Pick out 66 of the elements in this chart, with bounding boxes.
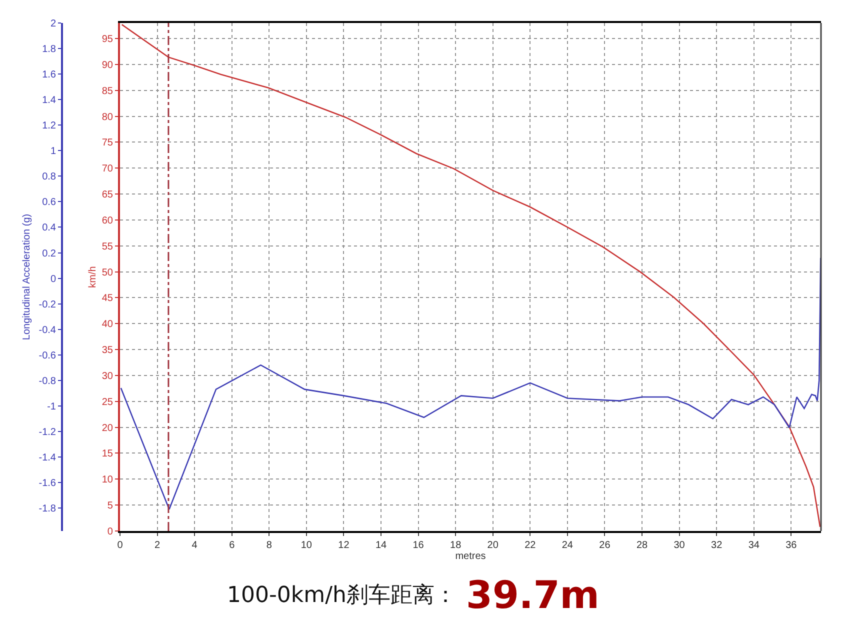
x-tick-label: 18 [450,540,462,551]
y2-tick-label: -1 [47,401,56,412]
y-tick-label: 75 [102,138,114,149]
x-tick-label: 16 [412,540,424,551]
y-tick-label: 40 [102,319,114,330]
x-tick-label: 22 [524,540,536,551]
y-tick-label: 55 [102,241,114,252]
y2-axis-title: Longitudinal Acceleration (g) [21,214,32,340]
y2-tick-label: -0.2 [38,299,56,310]
line-series [120,257,821,510]
y-tick-label: 65 [102,190,114,201]
x-tick-label: 24 [562,540,574,551]
y2-tick-label: 0.8 [42,172,56,183]
y-tick-label: 0 [107,526,114,538]
y-tick-label: 60 [102,215,114,226]
y2-tick-label: -1.6 [38,478,56,489]
y-tick-label: 95 [102,34,114,46]
x-tick-label: 10 [300,540,312,551]
y-tick-label: 50 [102,267,114,278]
x-tick-label: 20 [487,540,499,551]
x-tick-label: 28 [636,540,648,551]
x-tick-label: 4 [192,540,198,551]
y2-tick-label: -1.4 [38,452,56,464]
y-tick-label: 45 [102,293,114,304]
y2-tick-label: -0.6 [38,350,56,362]
y2-tick-label: 0.6 [42,197,56,208]
y2-tick-label: 1.4 [42,95,56,106]
x-tick-label: 6 [229,540,236,551]
y-tick-label: 10 [102,474,114,486]
y2-tick-label: 1.8 [42,44,56,56]
y2-tick-label: -1.8 [38,504,56,515]
y-tick-label: 5 [107,500,114,512]
y-tick-label: 25 [102,396,114,408]
y2-tick-label: 0 [50,274,56,285]
y-tick-label: 90 [102,60,114,71]
y2-tick-label: 2 [50,18,56,30]
y-tick-label: 80 [102,112,114,123]
y2-tick-label: 0.4 [42,222,56,234]
y-tick-label: 35 [102,345,114,356]
y2-tick-label: 1.2 [42,120,56,132]
text: 100-0km/h刹车距离： [227,583,456,608]
x-tick-label: 34 [748,540,760,551]
x-tick-label: 36 [786,540,798,551]
y-tick-label: 15 [102,448,114,460]
y2-tick-label: 1 [50,146,56,158]
y-tick-label: 70 [102,164,114,175]
text: 39.7m [466,573,600,617]
y2-tick-label: -0.4 [38,324,56,336]
x-tick-label: 14 [375,540,388,551]
x-tick-label: 8 [266,540,272,551]
y2-tick-label: -0.8 [38,376,56,387]
y-tick-label: 30 [102,370,114,382]
x-tick-label: 26 [599,540,611,551]
y-tick-label: 20 [102,422,114,434]
x-tick-label: 2 [154,540,160,551]
y2-tick-label: -1.2 [38,426,56,438]
y-axis-title: km/h [87,266,98,288]
x-tick-label: 0 [117,540,124,551]
line-series [121,24,821,528]
x-axis-title: metres [455,551,486,562]
y-tick-label: 85 [102,86,114,97]
x-tick-label: 12 [338,540,350,551]
x-tick-label: 32 [711,540,723,551]
y2-tick-label: 0.2 [42,248,56,260]
x-tick-label: 30 [674,540,686,551]
y2-tick-label: 1.6 [42,70,56,81]
